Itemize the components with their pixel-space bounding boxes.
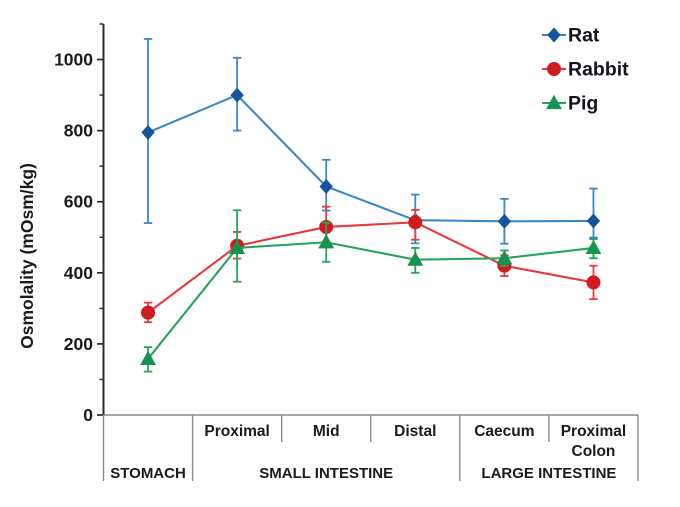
organ-group-label: STOMACH — [110, 465, 186, 482]
rat-marker — [230, 87, 244, 103]
segment-label: Mid — [313, 423, 340, 440]
y-axis-tick-label: 400 — [64, 263, 93, 283]
segment-label: Colon — [572, 443, 616, 460]
y-axis-tick-label: 200 — [64, 334, 93, 354]
legend-circle-icon — [546, 61, 561, 76]
legend-label: Pig — [568, 93, 598, 115]
segment-label: Caecum — [474, 423, 534, 440]
y-axis-label: Osmolality (mOsm/kg) — [17, 163, 37, 349]
y-axis-tick-label: 800 — [64, 121, 93, 141]
series-line — [147, 241, 594, 360]
legend-diamond-icon — [547, 27, 561, 43]
legend-label: Rat — [568, 25, 600, 47]
organ-group-label: SMALL INTESTINE — [259, 465, 393, 482]
y-axis-tick-label: 0 — [83, 405, 93, 425]
rat-marker — [141, 124, 155, 140]
segment-label: Proximal — [204, 423, 269, 440]
pig-marker — [229, 239, 246, 255]
rat-marker — [319, 178, 333, 194]
pig-marker — [140, 350, 156, 365]
legend-item-rabbit: Rabbit — [542, 59, 629, 81]
rabbit-marker — [408, 215, 423, 230]
segment-label: Distal — [394, 423, 436, 440]
series-line — [147, 221, 594, 314]
organ-group-label: LARGE INTESTINE — [481, 465, 616, 482]
legend-triangle-icon — [546, 94, 562, 110]
pig-marker — [496, 250, 513, 265]
rat-marker — [586, 213, 601, 229]
legend-label: Rabbit — [568, 59, 629, 81]
series-line — [147, 93, 594, 223]
rabbit-marker — [586, 275, 601, 290]
series-rat — [141, 38, 601, 245]
pig-marker — [318, 234, 335, 249]
series-pig — [140, 209, 602, 373]
rat-marker — [497, 213, 512, 229]
pig-marker — [585, 239, 602, 255]
rabbit-marker — [141, 305, 156, 320]
y-axis-tick-label: 600 — [64, 192, 93, 212]
y-axis-tick-label: 1000 — [54, 50, 93, 70]
legend-item-rat: Rat — [542, 25, 600, 47]
pig-marker — [407, 251, 424, 266]
segment-label: Proximal — [561, 423, 626, 440]
series-rabbit — [141, 205, 601, 324]
legend-item-pig: Pig — [542, 93, 598, 115]
